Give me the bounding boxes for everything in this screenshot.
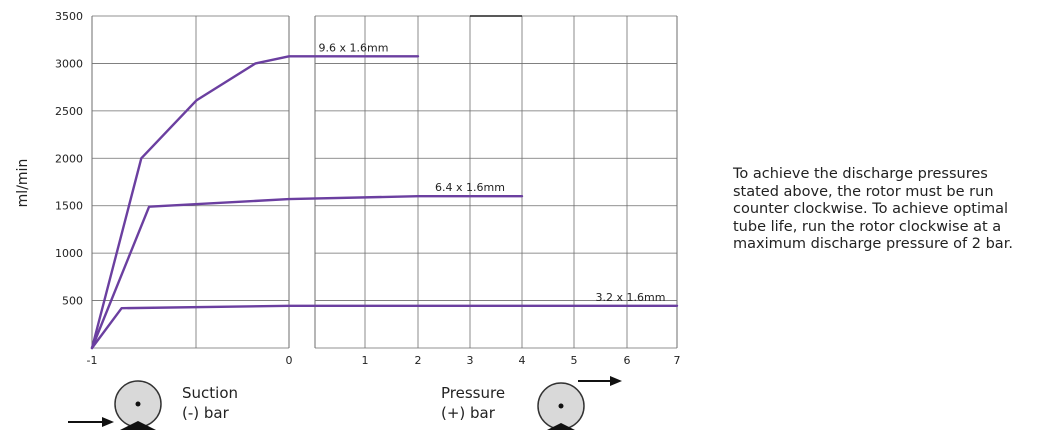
x-tick-label-suction: -1 [87,354,98,367]
series-line [90,304,679,350]
flow-rate-chart: 9.6 x 1.6mm 6.4 x 1.6mm 3.2 x 1.6mm 500 100… [15,10,681,430]
y-tick-label: 1000 [55,247,83,260]
y-axis-label: ml/min [15,159,31,208]
y-tick-label: 500 [62,295,83,308]
x-tick-label-pressure: 6 [624,354,631,367]
pressure-pump-icon [537,382,585,430]
series-label: 6.4 x 1.6mm [435,181,505,194]
suction-caption-line1: Suction [182,384,238,402]
suction-pump-icon [114,380,162,430]
series-label: 3.2 x 1.6mm [596,291,666,304]
rotor-direction-note: To achieve the discharge pressures state… [733,166,1013,252]
y-tick-label: 1500 [55,200,83,213]
y-tick-label: 3000 [55,57,83,70]
suction-caption-line2: (-) bar [182,404,230,422]
chart-grid [91,15,678,349]
y-tick-label: 3500 [55,10,83,23]
pressure-caption-line2: (+) bar [441,404,496,422]
series-line [90,55,420,350]
x-tick-label-pressure: 5 [571,354,578,367]
x-tick-label-suction: 0 [286,354,293,367]
x-tick-label-pressure: 2 [415,354,422,367]
series-line [90,194,524,350]
x-tick-label-pressure: 1 [362,354,369,367]
x-tick-label-pressure: 4 [519,354,526,367]
pressure-caption-line1: Pressure [441,384,505,402]
y-tick-label: 2500 [55,105,83,118]
axis-ticks: 500 1000 1500 2000 2500 3000 3500 -1 0 1 2 3 4 5 6 7 [55,10,681,367]
series-label: 9.6 x 1.6mm [319,41,389,54]
suction-arrow-icon [68,417,114,427]
chart-series: 9.6 x 1.6mm 6.4 x 1.6mm 3.2 x 1.6mm [90,41,679,350]
x-tick-label-pressure: 7 [674,354,681,367]
y-tick-label: 2000 [55,152,83,165]
pressure-arrow-icon [578,376,622,386]
x-tick-label-pressure: 3 [467,354,474,367]
